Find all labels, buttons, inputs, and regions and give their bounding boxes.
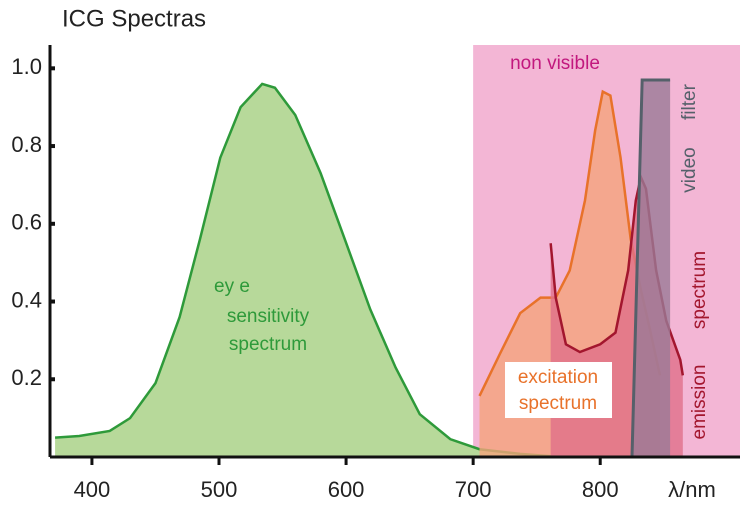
x-tick-label: 700 (455, 477, 492, 502)
series-label: spectrum (689, 251, 710, 329)
label-box (505, 362, 612, 418)
area-fill (55, 83, 561, 458)
series-label: video (679, 147, 700, 192)
y-tick-label: 0.4 (11, 287, 42, 312)
x-tick-label: 600 (328, 477, 365, 502)
region-label: non visible (510, 53, 600, 74)
series-label: excitation (518, 367, 598, 388)
y-tick-label: 1.0 (11, 54, 42, 79)
series-label: filter (679, 83, 700, 120)
series-label: sensitivity (227, 306, 310, 327)
curve (55, 82, 561, 459)
x-axis-label: λ/nm (668, 477, 716, 502)
series-label: spectrum (519, 393, 597, 414)
curve (630, 78, 671, 458)
x-tick-label: 800 (582, 477, 619, 502)
series-label: ey e (214, 276, 250, 297)
series-label: emission (689, 365, 710, 440)
x-tick-label: 400 (74, 477, 111, 502)
series-label: spectrum (229, 334, 307, 355)
y-tick-label: 0.8 (11, 132, 42, 157)
x-tick-label: 500 (201, 477, 238, 502)
y-tick-label: 0.6 (11, 210, 42, 235)
area-fill (631, 79, 671, 457)
y-tick-label: 0.2 (11, 365, 42, 390)
chart-title: ICG Spectras (62, 5, 206, 32)
